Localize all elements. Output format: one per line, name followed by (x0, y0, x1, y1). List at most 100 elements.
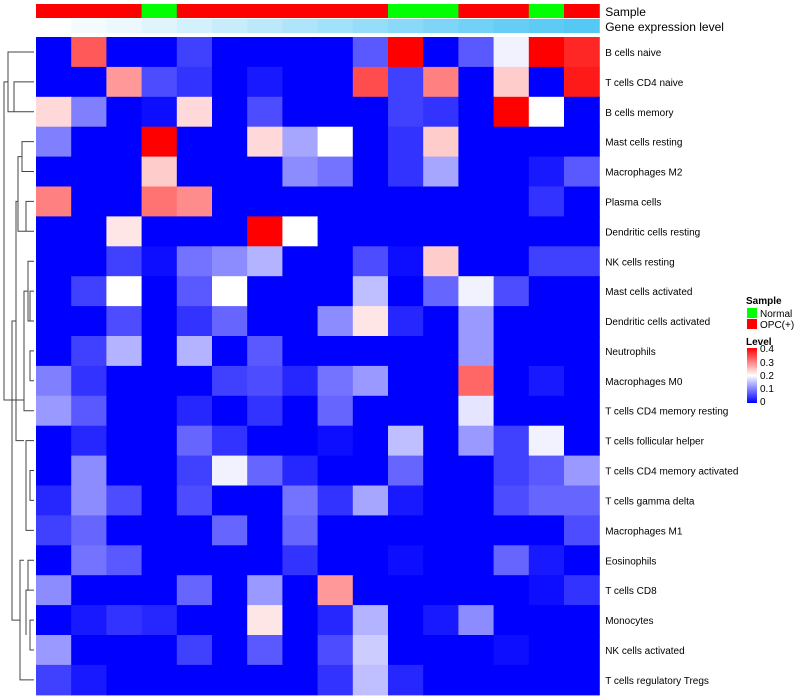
heatmap-cell (493, 455, 530, 487)
heatmap-cell (317, 485, 354, 516)
heatmap-cell (352, 515, 389, 546)
dendrogram-branch (15, 200, 24, 442)
heatmap-cell (247, 66, 283, 98)
sample-annotation-cell (36, 4, 72, 18)
heatmap-cell (564, 664, 600, 696)
heatmap-cell (528, 635, 565, 666)
row-label: Macrophages M0 (605, 377, 683, 388)
expression-annotation-cell (212, 19, 248, 33)
heatmap-cell (176, 515, 213, 546)
heatmap-cell (71, 66, 107, 98)
annotation-track-label: Sample (605, 5, 646, 19)
dendrogram-branch (25, 589, 28, 635)
heatmap-cell (564, 365, 600, 397)
heatmap-cell (71, 605, 107, 636)
heatmap-cell (247, 306, 283, 337)
legend-normal-label: Normal (760, 309, 792, 320)
sample-annotation-cell (71, 4, 107, 18)
heatmap-cell (493, 425, 530, 457)
heatmap-cell (317, 545, 354, 576)
heatmap-cell (564, 515, 600, 546)
heatmap-cell (212, 37, 248, 68)
heatmap-cell (528, 156, 565, 188)
dendrogram-branch (29, 350, 34, 382)
heatmap-cell (423, 156, 459, 188)
heatmap-cell (317, 395, 354, 427)
heatmap-cell (388, 186, 424, 217)
expression-annotation-cell (493, 19, 530, 33)
heatmap-cell (212, 365, 248, 397)
row-label: T cells CD8 (605, 586, 657, 597)
heatmap-cell (493, 336, 530, 367)
heatmap-cell (176, 575, 213, 606)
heatmap-cell (564, 66, 600, 98)
sample-annotation-cell (212, 4, 248, 18)
legend-level-tick: 0.4 (760, 344, 774, 355)
heatmap-cell (247, 126, 283, 158)
heatmap-cell (247, 515, 283, 546)
expression-annotation-cell (528, 19, 565, 33)
annotation-track-label: Gene expression level (605, 20, 724, 34)
heatmap-cell (106, 455, 143, 487)
heatmap-cell (106, 66, 143, 98)
heatmap-cell (423, 664, 459, 696)
heatmap-cell (212, 216, 248, 247)
heatmap-cell (564, 306, 600, 337)
heatmap-cell (176, 216, 213, 247)
heatmap-cell (493, 66, 530, 98)
heatmap-cell (458, 66, 495, 98)
heatmap-cell (176, 365, 213, 397)
heatmap-cell (212, 276, 248, 307)
heatmap-cell (141, 37, 178, 68)
heatmap-cell (388, 276, 424, 307)
expression-annotation-cell (141, 19, 178, 33)
heatmap-cell (388, 126, 424, 158)
heatmap-cell (71, 455, 107, 487)
heatmap-cell (528, 365, 565, 397)
heatmap-cell (36, 126, 72, 158)
legend: Sample Normal OPC(+) Level 0.4 0.3 0.2 0… (746, 296, 794, 408)
heatmap-cell (212, 156, 248, 188)
expression-annotation-cell (352, 19, 389, 33)
heatmap-cell (528, 664, 565, 696)
row-label: Dendritic cells resting (605, 227, 700, 238)
heatmap-cell (423, 126, 459, 158)
heatmap-cell (317, 605, 354, 636)
heatmap-cell (564, 216, 600, 247)
heatmap-cell (352, 246, 389, 277)
heatmap-cell (36, 635, 72, 666)
heatmap-cell (212, 246, 248, 277)
heatmap-cell (176, 336, 213, 367)
heatmap-cell (176, 395, 213, 427)
heatmap-cell (176, 156, 213, 188)
heatmap-cell (317, 365, 354, 397)
legend-sample-title: Sample (746, 296, 782, 307)
heatmap-cell (141, 425, 178, 457)
heatmap-cell (247, 664, 283, 696)
heatmap-cell (317, 96, 354, 128)
heatmap-cell (352, 37, 389, 68)
heatmap-cell (388, 37, 424, 68)
heatmap-cell (352, 395, 389, 427)
legend-level-colorbar (747, 348, 757, 403)
sample-annotation-cell (388, 4, 424, 18)
heatmap-cell (71, 515, 107, 546)
sample-annotation-cell (282, 4, 319, 18)
heatmap-cell (458, 545, 495, 576)
heatmap-cell (176, 664, 213, 696)
heatmap-cell (71, 395, 107, 427)
heatmap-cell (423, 635, 459, 666)
heatmap-cell (282, 515, 319, 546)
heatmap-cell (71, 186, 107, 217)
heatmap-cell (106, 515, 143, 546)
heatmap-cell (212, 635, 248, 666)
legend-opc-swatch (747, 319, 757, 329)
heatmap-cell (106, 365, 143, 397)
heatmap-cell (564, 635, 600, 666)
heatmap-cell (282, 635, 319, 666)
heatmap-cell (212, 96, 248, 128)
heatmap-cell (528, 216, 565, 247)
dendrogram-branch (25, 440, 34, 531)
heatmap-cell (564, 126, 600, 158)
heatmap-cell (352, 575, 389, 606)
